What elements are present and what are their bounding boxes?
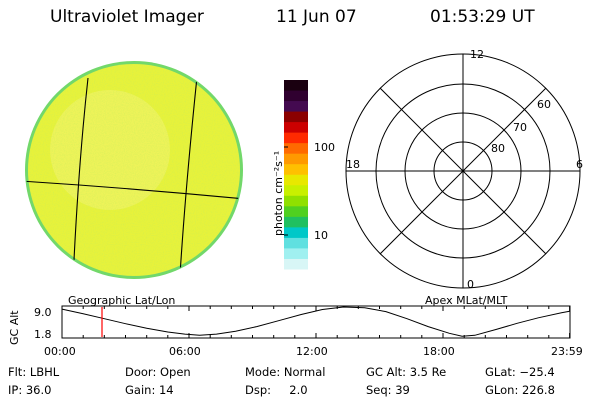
colorbar-cell	[284, 80, 308, 92]
ip-value: IP: 36.0	[8, 383, 52, 397]
x-tick-label: 18:00	[423, 345, 455, 358]
colorbar	[284, 80, 308, 280]
colorbar-cell	[284, 206, 308, 218]
x-tick-label: 00:00	[44, 345, 76, 358]
colorbar-cell	[284, 248, 308, 260]
colorbar-tick-label: 100	[314, 141, 335, 154]
colorbar-cell	[284, 164, 308, 176]
longitude-line	[73, 77, 89, 261]
colorbar-cell	[284, 143, 308, 155]
time-label: 01:53:29 UT	[430, 7, 535, 27]
x-tick-label: 23:59	[551, 345, 583, 358]
date-label: 11 Jun 07	[276, 7, 357, 27]
colorbar-cell	[284, 269, 308, 280]
mode-value: Mode: Normal	[245, 365, 326, 379]
colorbar-cell	[284, 227, 308, 239]
mlt-line-diagonal	[379, 87, 547, 255]
colorbar-cell	[284, 258, 308, 271]
filter-value: Flt: LBHL	[8, 365, 60, 379]
altitude-ytick: 1.8	[34, 328, 52, 341]
dsp-value: Dsp: 2.0	[245, 383, 308, 397]
glon-value: GLon: 226.8	[485, 383, 555, 397]
colorbar-cell	[284, 237, 308, 250]
seq-value: Seq: 39	[366, 383, 410, 397]
longitude-line	[179, 62, 200, 276]
colorbar-cell	[284, 174, 308, 186]
colorbar-cell	[284, 122, 308, 134]
mlt-label-0: 0	[467, 278, 474, 291]
x-tick-label: 12:00	[296, 345, 328, 358]
colorbar-cell	[284, 153, 308, 165]
gc-alt-value: GC Alt: 3.5 Re	[366, 365, 447, 379]
lat-label-60: 60	[537, 98, 551, 111]
colorbar-cell	[284, 185, 308, 197]
geographic-grid-label: Geographic Lat/Lon	[68, 294, 176, 307]
lat-label-70: 70	[513, 121, 527, 134]
colorbar-tick-label: 10	[314, 229, 328, 242]
altitude-series-line	[61, 306, 570, 337]
x-tick-label: 06:00	[169, 345, 201, 358]
mlt-label-18: 18	[346, 158, 360, 171]
altitude-ytick: 9.0	[34, 306, 52, 319]
colorbar-cell	[284, 195, 308, 207]
colorbar-cell	[284, 216, 308, 228]
colorbar-cell	[284, 132, 308, 144]
lat-label-80: 80	[491, 142, 505, 155]
latitude-line	[26, 180, 242, 200]
colorbar-cell	[284, 90, 308, 102]
colorbar-cell	[284, 101, 308, 113]
door-value: Door: Open	[125, 365, 191, 379]
gain-value: Gain: 14	[125, 383, 174, 397]
instrument-title: Ultraviolet Imager	[50, 7, 204, 27]
glat-value: GLat: −25.4	[485, 365, 555, 379]
colorbar-cell	[284, 111, 308, 123]
mlt-label-6: 6	[576, 158, 583, 171]
apex-grid-label: Apex MLat/MLT	[425, 294, 508, 307]
mlt-label-12: 12	[470, 48, 484, 61]
